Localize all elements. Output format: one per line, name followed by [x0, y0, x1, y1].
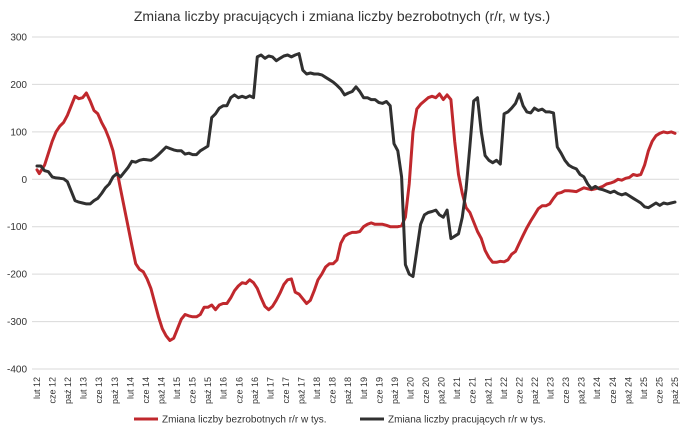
x-tick-label-32: paź 22 [530, 377, 540, 404]
x-tick-label-17: paź 17 [297, 377, 307, 404]
y-tick-label--300: -300 [7, 317, 27, 328]
x-tick-label-34: cze 23 [561, 377, 571, 404]
y-tick-label-0: 0 [21, 175, 27, 186]
x-tick-label-22: cze 19 [374, 377, 384, 404]
x-tick-label-7: cze 14 [141, 377, 151, 404]
series-line-0 [35, 91, 677, 342]
legend-label-0: Zmiana liczby bezrobotnych r/r w tys. [162, 415, 327, 426]
y-tick-label-100: 100 [10, 127, 27, 138]
x-tick-label-27: lut 21 [452, 377, 462, 399]
y-tick-label--100: -100 [7, 222, 27, 233]
legend-label-1: Zmiana liczby pracujących r/r w tys. [388, 415, 546, 426]
x-tick-label-30: lut 22 [499, 377, 509, 399]
chart-title: Zmiana liczby pracujących i zmiana liczb… [133, 8, 551, 24]
x-tick-label-35: paź 23 [577, 377, 587, 404]
y-tick-label-200: 200 [10, 80, 27, 91]
x-tick-label-15: lut 17 [265, 377, 275, 399]
x-tick-label-0: lut 12 [32, 377, 42, 399]
x-tick-label-37: cze 24 [608, 377, 618, 404]
x-tick-label-6: lut 14 [125, 377, 135, 399]
x-tick-label-26: paź 20 [437, 377, 447, 404]
x-tick-label-20: paź 18 [343, 377, 353, 404]
x-tick-label-13: cze 16 [234, 377, 244, 404]
x-tick-label-21: lut 19 [359, 377, 369, 399]
x-tick-label-9: lut 15 [172, 377, 182, 399]
x-tick-label-38: paź 24 [623, 377, 633, 404]
x-tick-label-11: paź 15 [203, 377, 213, 404]
y-tick-label--400: -400 [7, 365, 27, 376]
x-tick-label-4: cze 13 [94, 377, 104, 404]
y-tick-label--200: -200 [7, 270, 27, 281]
x-tick-label-33: lut 23 [546, 377, 556, 399]
x-tick-label-1: cze 12 [48, 377, 58, 404]
x-tick-label-14: paź 16 [250, 377, 260, 404]
x-tick-label-25: cze 20 [421, 377, 431, 404]
x-tick-label-5: paź 13 [110, 377, 120, 404]
x-tick-label-41: paź 25 [670, 377, 680, 404]
series-line-1 [35, 52, 677, 278]
x-tick-label-39: lut 25 [639, 377, 649, 399]
x-tick-label-16: cze 17 [281, 377, 291, 404]
x-tick-label-3: lut 13 [79, 377, 89, 399]
x-tick-label-2: paź 12 [63, 377, 73, 404]
y-tick-label-300: 300 [10, 33, 27, 44]
x-tick-label-19: cze 18 [328, 377, 338, 404]
x-tick-label-12: lut 16 [219, 377, 229, 399]
x-tick-label-23: paź 19 [390, 377, 400, 404]
x-tick-label-28: cze 21 [468, 377, 478, 404]
x-tick-label-29: paź 21 [483, 377, 493, 404]
x-tick-label-18: lut 18 [312, 377, 322, 399]
x-tick-label-31: cze 22 [514, 377, 524, 404]
x-tick-label-8: paź 14 [156, 377, 166, 404]
x-tick-label-36: lut 24 [592, 377, 602, 399]
x-tick-label-10: cze 15 [188, 377, 198, 404]
x-tick-label-24: lut 20 [405, 377, 415, 399]
x-tick-label-40: cze 25 [654, 377, 664, 404]
